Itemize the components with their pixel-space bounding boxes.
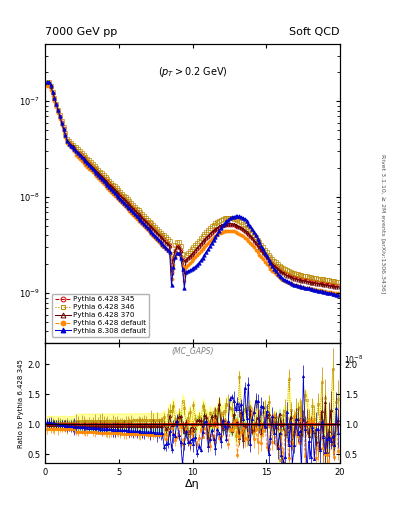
- Legend: Pythia 6.428 345, Pythia 6.428 346, Pythia 6.428 370, Pythia 6.428 default, Pyth: Pythia 6.428 345, Pythia 6.428 346, Pyth…: [52, 293, 149, 337]
- Text: [arXiv:1306.3436]: [arXiv:1306.3436]: [381, 238, 386, 294]
- Text: Rivet 3.1.10, ≥ 2M events: Rivet 3.1.10, ≥ 2M events: [381, 154, 386, 236]
- Text: $10^{-8}$: $10^{-8}$: [344, 353, 364, 366]
- Y-axis label: Ratio to Pythia 6.428 345: Ratio to Pythia 6.428 345: [18, 359, 24, 448]
- Text: $(p_T > 0.2\ \mathrm{GeV})$: $(p_T > 0.2\ \mathrm{GeV})$: [158, 65, 228, 78]
- Text: (MC_GAPS): (MC_GAPS): [171, 346, 214, 355]
- Text: 7000 GeV pp: 7000 GeV pp: [45, 27, 118, 37]
- Text: Soft QCD: Soft QCD: [290, 27, 340, 37]
- X-axis label: Δη: Δη: [185, 479, 200, 488]
